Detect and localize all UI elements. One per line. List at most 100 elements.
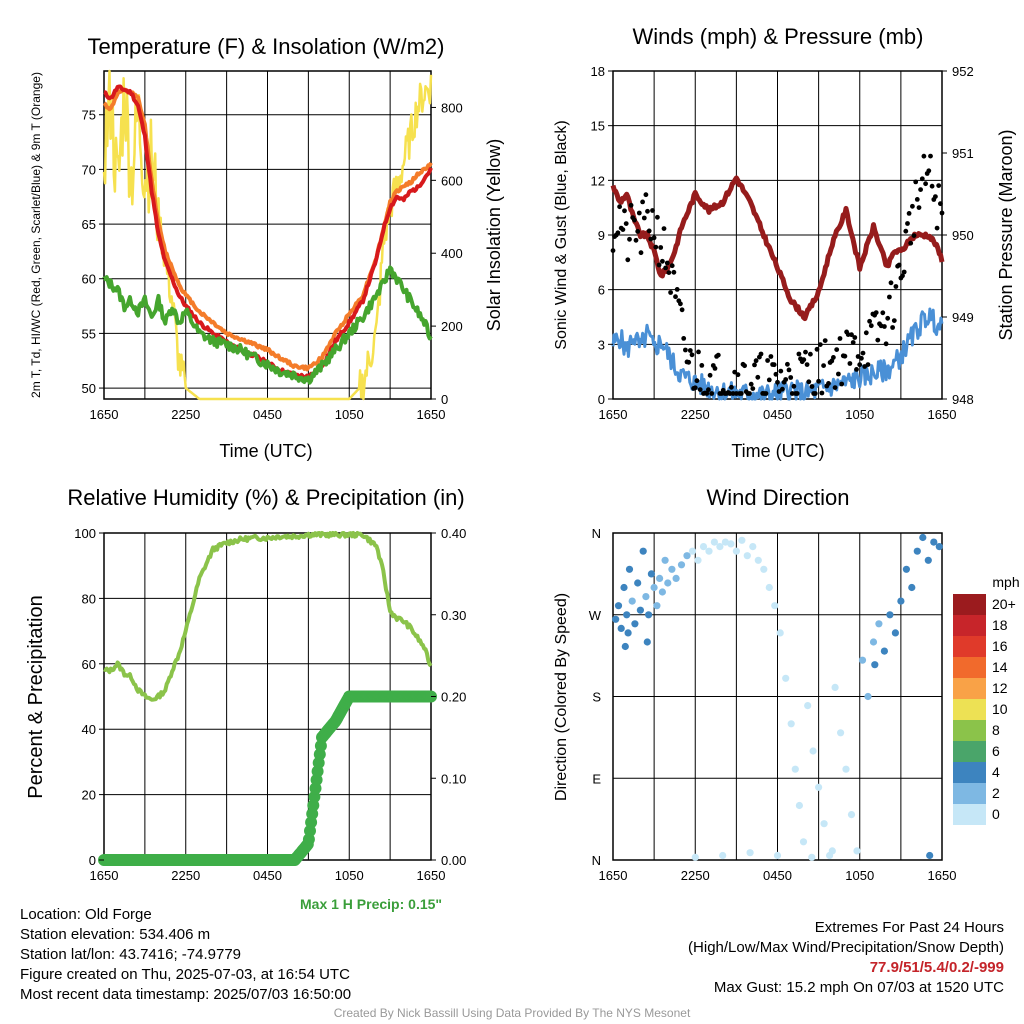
direction-tick-label: N — [592, 853, 601, 868]
humidity-line — [103, 531, 433, 702]
credit-line: Created By Nick Bassill Using Data Provi… — [333, 1006, 691, 1020]
max-gust-line: Max Gust: 15.2 mph On 07/03 at 1520 UTC — [713, 979, 1004, 996]
gust-point — [785, 361, 790, 367]
gust-point — [852, 335, 858, 340]
gust-point — [771, 362, 777, 368]
direction-point — [924, 556, 932, 564]
gust-point — [651, 235, 657, 241]
direction-point — [820, 820, 828, 828]
gust-point — [650, 208, 655, 213]
y2-tick-label: 949 — [952, 310, 974, 325]
gust-point — [622, 208, 627, 214]
direction-point — [699, 543, 708, 551]
direction-point — [642, 593, 650, 601]
gust-point — [697, 387, 703, 392]
gust-point — [730, 391, 736, 396]
y-tick-label: 70 — [82, 162, 96, 177]
gust-point — [890, 325, 895, 330]
direction-point — [738, 536, 746, 544]
gust-point — [615, 230, 621, 236]
gust-point — [666, 270, 672, 275]
colorbar-swatch — [953, 636, 986, 657]
gust-point — [738, 391, 744, 396]
colorbar-swatch — [953, 741, 986, 762]
gust-point — [696, 349, 701, 355]
gust-point — [867, 318, 872, 324]
y2-tick-label: 0.20 — [441, 690, 466, 705]
gust-point — [689, 352, 695, 358]
direction-point — [809, 747, 817, 755]
gust-point — [727, 391, 733, 396]
direction-point — [771, 602, 779, 610]
y-tick-label: 80 — [82, 591, 96, 606]
created-line: Figure created on Thu, 2025-07-03, at 16… — [20, 966, 350, 983]
direction-point — [795, 801, 804, 810]
x-tick-label: 0450 — [253, 407, 282, 422]
gust-point — [857, 362, 863, 368]
gust-point — [669, 263, 675, 269]
direction-point — [631, 620, 639, 628]
y2-tick-label: 800 — [441, 100, 463, 115]
colorbar-title: mph — [992, 574, 1019, 590]
gust-point — [832, 385, 838, 390]
direction-point — [908, 583, 916, 592]
gust-point — [748, 381, 754, 387]
gust-point — [854, 367, 859, 372]
gust-point — [783, 377, 789, 382]
gust-point — [860, 350, 866, 356]
direction-point — [902, 565, 911, 573]
gust-point — [773, 371, 779, 377]
gust-point — [753, 358, 759, 364]
direction-tick-label: S — [592, 690, 601, 705]
gust-point — [831, 355, 836, 360]
direction-tick-label: W — [589, 608, 602, 623]
gust-point — [849, 332, 854, 338]
gust-point — [674, 287, 680, 292]
direction-point — [913, 547, 921, 555]
gust-point — [641, 215, 647, 221]
humidity-panel: Relative Humidity (%) & Precipitation (i… — [25, 485, 466, 883]
direction-point — [634, 579, 642, 587]
direction-point — [694, 556, 702, 564]
direction-point — [842, 765, 850, 773]
gust-point — [617, 204, 622, 210]
extremes-info: Extremes For Past 24 Hours (High/Low/Max… — [688, 918, 1004, 998]
gust-point — [734, 391, 739, 396]
gust-point — [859, 355, 864, 361]
gust-point — [694, 378, 700, 384]
gust-point — [865, 362, 871, 367]
gust-point — [742, 363, 747, 369]
direction-point — [787, 720, 795, 728]
y-tick-label: 6 — [598, 283, 605, 298]
direction-point — [647, 570, 656, 578]
gust-point — [911, 233, 917, 239]
direction-point — [721, 538, 730, 546]
direction-point — [935, 543, 943, 551]
x-tick-label: 2250 — [171, 868, 200, 883]
gust-point — [908, 240, 914, 246]
y2-tick-label: 400 — [441, 246, 463, 261]
direction-point — [743, 552, 751, 560]
gust-point — [625, 257, 631, 263]
gust-point — [936, 183, 942, 189]
x-tick-label: 1650 — [417, 868, 446, 883]
extremes-subtitle: (High/Low/Max Wind/Precipitation/Snow De… — [688, 939, 1004, 956]
direction-point — [799, 838, 808, 846]
y2-tick-label: 200 — [441, 319, 463, 334]
y2-tick-label: 951 — [952, 146, 974, 161]
gust-point — [635, 229, 641, 234]
direction-point — [871, 661, 879, 669]
gust-point — [715, 352, 721, 358]
colorbar-swatch — [953, 762, 986, 783]
direction-point — [828, 847, 836, 855]
dewpoint-line — [102, 265, 433, 385]
gust-point — [643, 192, 649, 198]
direction-point — [672, 574, 680, 583]
gust-point — [758, 351, 764, 357]
y2-tick-label: 948 — [952, 392, 974, 407]
direction-point — [808, 853, 816, 861]
gust-point — [750, 386, 756, 391]
gust-point — [918, 187, 923, 193]
gust-point — [913, 179, 919, 185]
gust-point — [636, 210, 642, 216]
